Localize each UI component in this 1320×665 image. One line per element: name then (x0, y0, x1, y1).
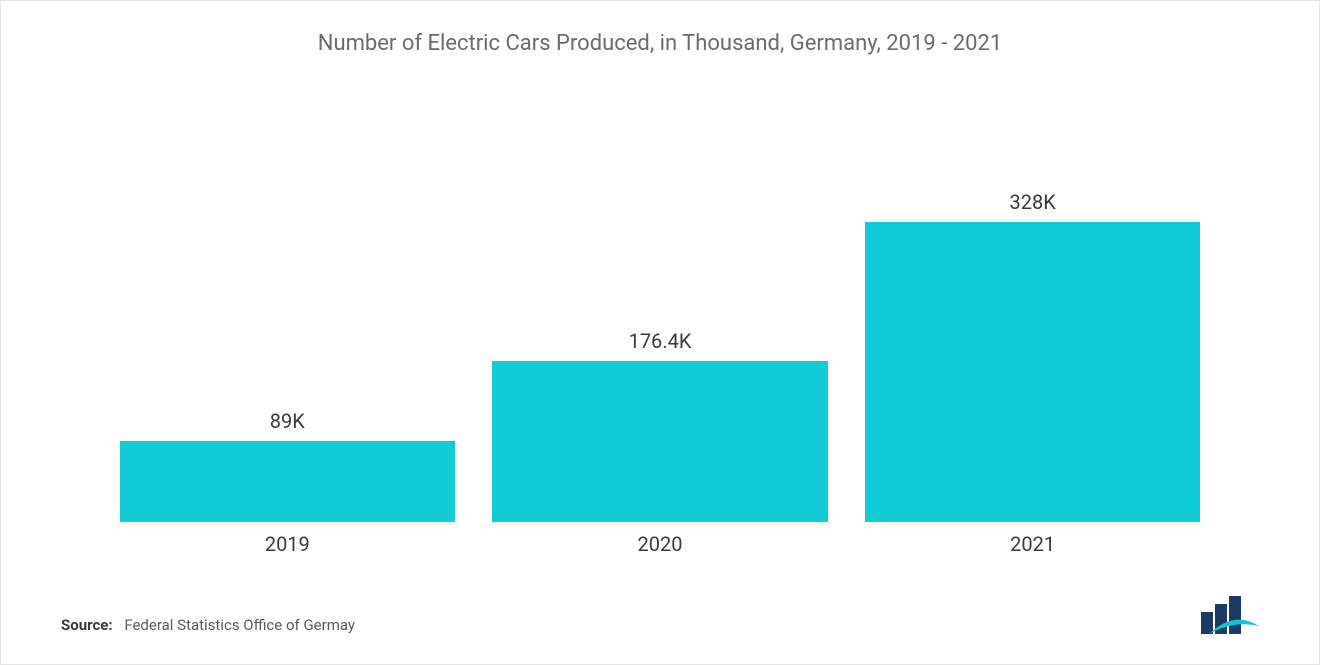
chart-container: Number of Electric Cars Produced, in Tho… (1, 1, 1319, 664)
bar (120, 441, 455, 522)
bar (492, 361, 827, 522)
bar-category-label: 2020 (637, 532, 682, 556)
bar (865, 222, 1200, 522)
bar-category-label: 2021 (1010, 532, 1055, 556)
source-line: Source: Federal Statistics Office of Ger… (61, 616, 355, 634)
bar-value-label: 328K (1009, 190, 1055, 214)
bar-value-label: 176.4K (629, 329, 692, 353)
bar-group: 328K 2021 (865, 190, 1200, 556)
bar-category-label: 2019 (265, 532, 310, 556)
logo-swoosh-icon (1209, 616, 1259, 636)
bar-value-label: 89K (270, 409, 305, 433)
plot-area: 89K 2019 176.4K 2020 328K 2021 (61, 66, 1259, 556)
bar-group: 89K 2019 (120, 409, 455, 556)
footer-row: Source: Federal Statistics Office of Ger… (61, 596, 1259, 644)
source-text: Federal Statistics Office of Germay (124, 616, 355, 634)
bar-group: 176.4K 2020 (492, 329, 827, 556)
brand-logo (1201, 596, 1259, 634)
source-label: Source: (61, 616, 113, 634)
chart-title: Number of Electric Cars Produced, in Tho… (61, 31, 1259, 56)
